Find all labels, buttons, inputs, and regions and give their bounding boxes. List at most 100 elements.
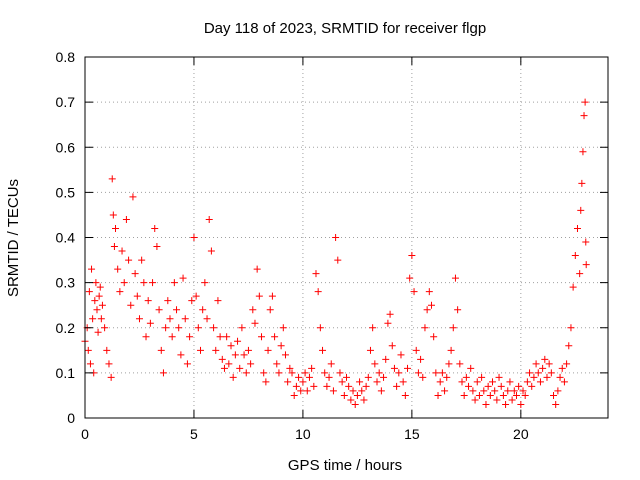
x-tick-label: 10 <box>295 426 311 442</box>
axis-ticks: 0 0.1 0.2 0.3 0.4 0.5 0.6 0.7 0.8 0 5 10 15 20 <box>56 49 608 442</box>
data-point <box>144 297 152 305</box>
data-point <box>521 391 529 399</box>
data-point <box>536 378 544 386</box>
data-point <box>201 279 209 287</box>
data-point <box>125 256 133 264</box>
data-point <box>349 387 357 395</box>
data-point <box>578 179 586 187</box>
data-point <box>297 387 305 395</box>
data-point <box>108 175 116 183</box>
data-point <box>465 382 473 390</box>
data-point <box>88 265 96 273</box>
data-point <box>360 396 368 404</box>
data-point <box>567 324 575 332</box>
data-point <box>510 387 518 395</box>
x-tick-label: 0 <box>81 426 89 442</box>
data-point <box>560 378 568 386</box>
data-point <box>242 369 250 377</box>
data-point <box>281 351 289 359</box>
data-point <box>181 315 189 323</box>
data-point <box>95 292 103 300</box>
data-points <box>81 98 590 408</box>
data-point <box>149 279 157 287</box>
data-point <box>151 224 159 232</box>
data-point <box>260 369 268 377</box>
data-point <box>138 256 146 264</box>
data-point <box>569 283 577 291</box>
data-point <box>275 369 283 377</box>
data-point <box>253 265 261 273</box>
data-point <box>97 315 105 323</box>
data-point <box>118 247 126 255</box>
data-point <box>192 292 200 300</box>
data-point <box>166 315 174 323</box>
data-point <box>92 279 100 287</box>
y-tick-label: 0.7 <box>56 94 76 110</box>
data-point <box>345 382 353 390</box>
data-point <box>478 373 486 381</box>
data-point <box>236 364 244 372</box>
data-point <box>332 234 340 241</box>
data-point <box>109 211 117 219</box>
data-point <box>449 324 457 332</box>
x-tick-label: 5 <box>190 426 198 442</box>
x-axis-label: GPS time / hours <box>288 457 402 474</box>
data-point <box>377 387 385 395</box>
data-point <box>262 378 270 386</box>
data-point <box>550 391 558 399</box>
data-point <box>369 324 377 332</box>
data-point <box>308 364 316 372</box>
data-point <box>84 346 92 354</box>
data-point <box>258 333 266 341</box>
data-point <box>563 360 571 368</box>
data-point <box>292 382 300 390</box>
data-point <box>183 360 191 368</box>
data-point <box>447 346 455 354</box>
data-point <box>545 360 553 368</box>
data-point <box>486 391 494 399</box>
data-point <box>129 193 137 201</box>
data-point <box>489 378 497 386</box>
data-point <box>312 270 320 278</box>
data-point <box>347 396 355 404</box>
data-point <box>421 324 429 332</box>
data-point <box>456 360 464 368</box>
data-point <box>493 396 501 404</box>
data-point <box>576 270 584 278</box>
data-point <box>454 306 462 314</box>
data-point <box>244 346 252 354</box>
y-tick-label: 0 <box>67 410 75 426</box>
data-point <box>288 369 296 377</box>
data-point <box>451 274 459 282</box>
data-point <box>480 387 488 395</box>
y-tick-label: 0.6 <box>56 139 76 155</box>
data-point <box>547 369 555 377</box>
data-point <box>427 301 435 309</box>
chart-title: Day 118 of 2023, SRMTID for receiver flg… <box>204 20 486 37</box>
data-point <box>382 355 390 363</box>
y-tick-label: 0.5 <box>56 184 76 200</box>
data-point <box>205 215 213 223</box>
data-point <box>462 373 470 381</box>
data-point <box>473 378 481 386</box>
data-point <box>495 373 503 381</box>
data-point <box>127 301 135 309</box>
data-point <box>366 346 374 354</box>
data-point <box>386 310 394 318</box>
data-point <box>404 364 412 372</box>
data-point <box>458 378 466 386</box>
data-point <box>336 369 344 377</box>
data-point <box>159 369 167 377</box>
data-point <box>380 373 388 381</box>
data-point <box>194 324 202 332</box>
data-point <box>414 369 422 377</box>
data-point <box>397 351 405 359</box>
data-point <box>168 333 176 341</box>
data-point <box>94 328 102 336</box>
data-point <box>460 391 468 399</box>
data-point <box>316 324 324 332</box>
data-point <box>122 215 130 223</box>
data-point <box>186 333 194 341</box>
data-point <box>85 288 93 296</box>
data-point <box>556 373 564 381</box>
